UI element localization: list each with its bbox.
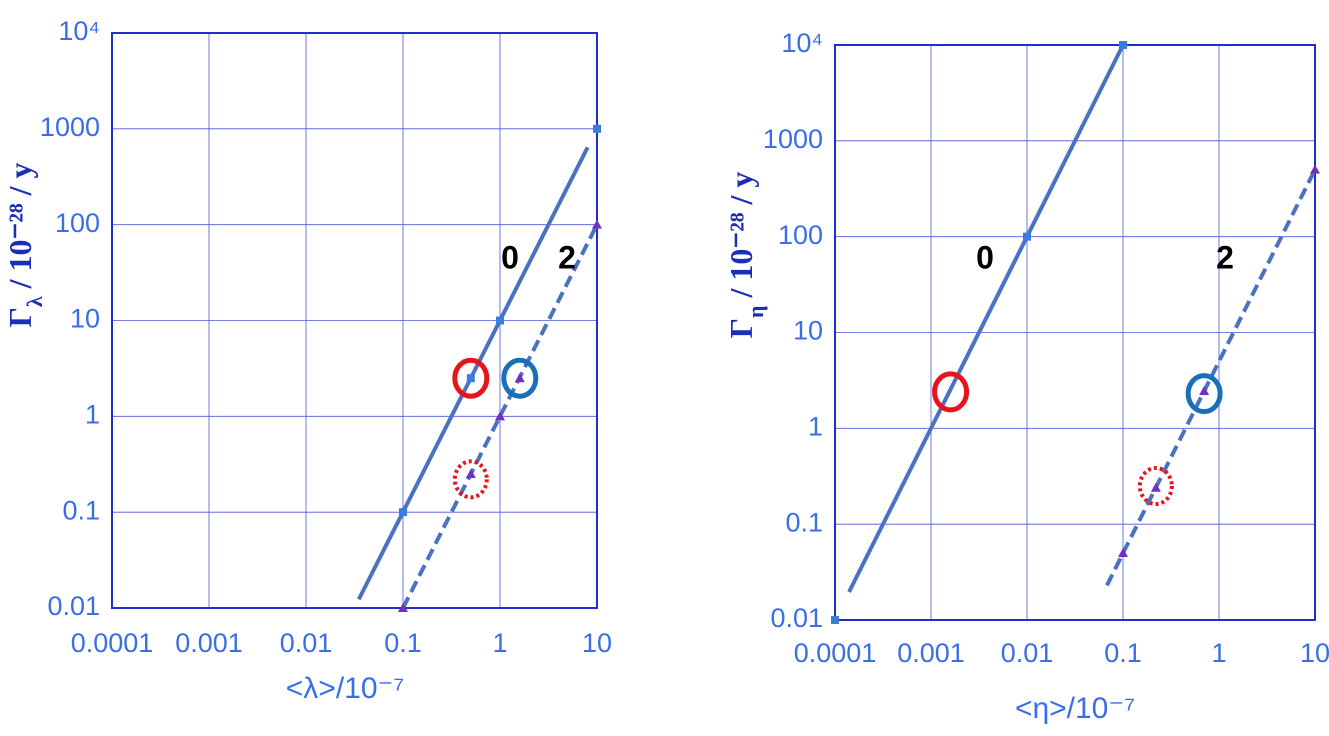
series-label: 2 <box>558 239 576 275</box>
y-tick-label: 1000 <box>763 124 823 154</box>
highlight-circle <box>501 357 539 399</box>
x-tick-label: 1 <box>1211 638 1226 668</box>
highlight-circle <box>932 371 970 413</box>
y-tick-label: 1000 <box>40 112 100 142</box>
y-tick-label: 1 <box>808 411 823 441</box>
marker <box>1199 386 1210 396</box>
x-tick-label: 1 <box>492 628 507 658</box>
x-tick-label: 0.001 <box>175 628 243 658</box>
marker <box>495 411 505 421</box>
y-tick-label: 100 <box>55 208 100 238</box>
highlight-circle <box>1137 466 1174 507</box>
y-axis-label: Γη / 10⁻²⁸ / y <box>723 172 767 339</box>
marker <box>398 603 408 612</box>
y-label-subscript: η <box>743 306 768 319</box>
fit-line <box>847 44 1125 593</box>
plot-frame <box>834 44 1316 621</box>
y-tick-label: 0.01 <box>47 591 100 621</box>
highlight-circle <box>452 357 490 399</box>
marker <box>831 616 839 624</box>
x-tick-label: 10 <box>582 628 612 658</box>
y-label-unit: / 10⁻²⁸ / y <box>2 162 38 296</box>
y-tick-label: 1 <box>85 399 100 429</box>
marker <box>592 219 602 229</box>
y-tick-label: 10⁴ <box>58 16 100 46</box>
marker <box>465 469 476 479</box>
x-axis-label: <λ>/10⁻⁷ <box>286 672 404 705</box>
marker <box>1150 482 1161 492</box>
series-label: 0 <box>976 239 994 275</box>
y-tick-label: 100 <box>778 220 823 250</box>
series-label: 2 <box>1216 239 1234 275</box>
series-label: 0 <box>501 239 519 275</box>
marker <box>496 316 504 325</box>
x-tick-label: 0.0001 <box>794 638 877 668</box>
plot-frame <box>111 32 598 609</box>
marker <box>1310 164 1320 174</box>
marker <box>514 373 525 383</box>
y-tick-label: 10⁴ <box>781 28 823 58</box>
x-tick-label: 0.001 <box>897 638 965 668</box>
highlight-circle <box>1185 373 1223 415</box>
y-axis-label: Γλ / 10⁻²⁸ / y <box>2 162 46 327</box>
y-label-unit: / 10⁻²⁸ / y <box>723 172 759 306</box>
y-tick-label: 10 <box>70 304 100 334</box>
x-tick-label: 0.1 <box>1104 638 1142 668</box>
fit-line <box>356 146 590 601</box>
y-label-symbol: Γ <box>2 307 38 327</box>
marker <box>1119 41 1127 49</box>
marker <box>399 508 407 517</box>
marker <box>466 374 475 383</box>
x-tick-label: 10 <box>1300 638 1329 668</box>
y-tick-label: 0.01 <box>770 603 823 633</box>
x-axis-label: <η>/10⁻⁷ <box>1015 692 1135 725</box>
y-label-symbol: Γ <box>723 318 759 338</box>
highlight-circle <box>452 459 489 500</box>
marker <box>1023 232 1031 241</box>
fit-line <box>1105 168 1317 587</box>
x-tick-label: 0.1 <box>384 628 422 658</box>
y-label-subscript: λ <box>22 296 47 307</box>
y-tick-label: 0.1 <box>62 495 100 525</box>
x-tick-label: 0.0001 <box>71 628 154 658</box>
marker <box>593 124 601 133</box>
y-tick-label: 10 <box>793 316 823 346</box>
x-tick-label: 0.01 <box>280 628 333 658</box>
x-tick-label: 0.01 <box>1001 638 1054 668</box>
marker <box>1118 548 1128 558</box>
y-tick-label: 0.1 <box>785 507 823 537</box>
